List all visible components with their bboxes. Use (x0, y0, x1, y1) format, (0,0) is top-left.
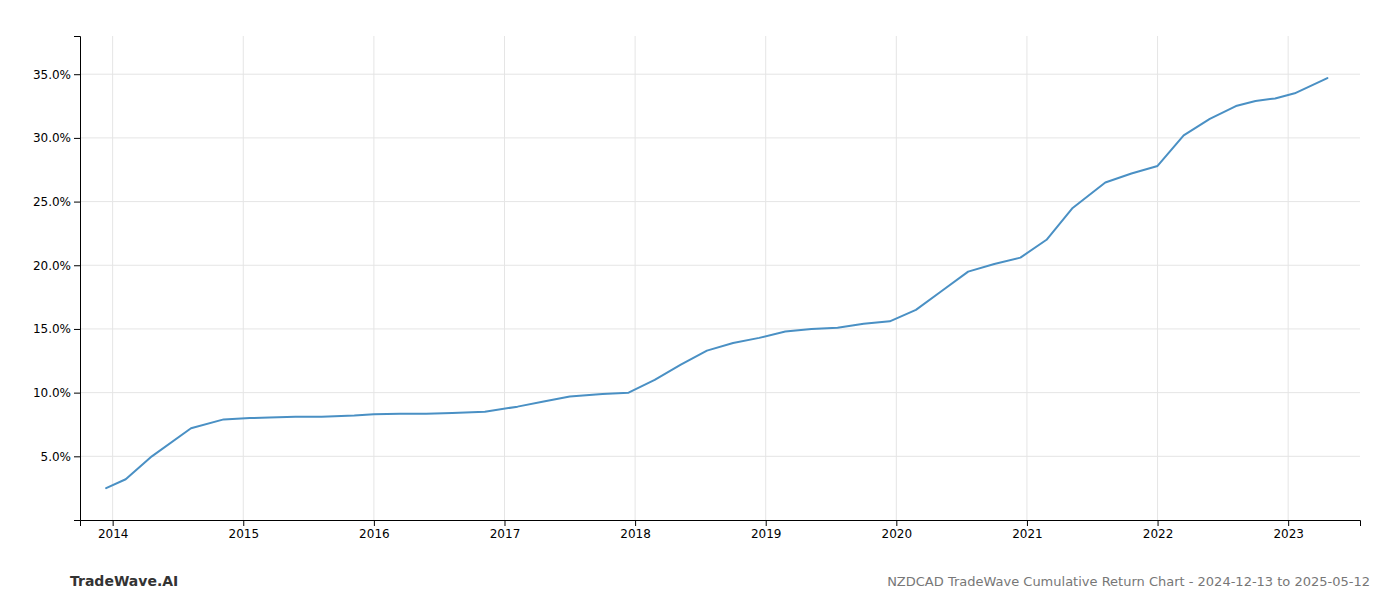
y-tick: 5.0% (41, 450, 81, 464)
x-tick-label: 2019 (751, 527, 782, 541)
y-tick-label: 25.0% (33, 195, 71, 209)
x-tick-mark (1158, 520, 1159, 526)
grid-line-y (80, 137, 1360, 138)
x-tick-label: 2023 (1273, 527, 1304, 541)
grid-line-x (243, 36, 244, 520)
grid-line-x (373, 36, 374, 520)
x-tick: 2016 (359, 520, 390, 541)
chart: 2014 2015 2016 2017 2018 2019 2020 2021 2022 2023… (0, 0, 1400, 600)
x-tick: 2020 (882, 520, 913, 541)
x-tick-mark (635, 520, 636, 526)
x-tick: 2017 (490, 520, 521, 541)
x-tick-label: 2014 (98, 527, 129, 541)
x-tick-mark (374, 520, 375, 526)
x-tick: 2018 (620, 520, 651, 541)
grid-line-y (80, 392, 1360, 393)
x-tick: 2015 (228, 520, 259, 541)
watermark: TradeWave.AI (70, 573, 178, 589)
y-axis-line (74, 37, 81, 521)
y-tick-mark (74, 74, 80, 75)
grid-line-x (765, 36, 766, 520)
grid-line-y (80, 328, 1360, 329)
x-tick-mark (504, 520, 505, 526)
y-tick-mark (74, 329, 80, 330)
marks (106, 78, 1327, 488)
x-axis-line (81, 521, 1361, 527)
grid-line-y (80, 201, 1360, 202)
x-tick-label: 2021 (1012, 527, 1043, 541)
grid-line-y (80, 456, 1360, 457)
y-tick: 10.0% (33, 386, 80, 400)
grid-line-x (504, 36, 505, 520)
y-tick: 20.0% (33, 259, 80, 273)
y-tick-mark (74, 265, 80, 266)
y-tick-mark (74, 138, 80, 139)
grid-line-x (896, 36, 897, 520)
texts: TradeWave.AI NZDCAD TradeWave Cumulative … (70, 573, 1370, 589)
x-tick: 2023 (1273, 520, 1304, 541)
y-tick: 30.0% (33, 131, 80, 145)
y-tick-label: 15.0% (33, 322, 71, 336)
x-tick-label: 2022 (1143, 527, 1174, 541)
line (106, 78, 1327, 488)
y-tick-label: 35.0% (33, 68, 71, 82)
x-tick-mark (896, 520, 897, 526)
grid (80, 36, 1360, 520)
grid-line-x (1026, 36, 1027, 520)
plot-area: 2014 2015 2016 2017 2018 2019 2020 2021 2022 2023… (33, 36, 1361, 541)
title: NZDCAD TradeWave Cumulative Return Chart… (887, 574, 1370, 589)
x-tick-label: 2017 (490, 527, 521, 541)
y-tick-mark (74, 456, 80, 457)
x-tick: 2022 (1143, 520, 1174, 541)
x-tick-mark (243, 520, 244, 526)
x-tick-label: 2018 (620, 527, 651, 541)
x-tick-label: 2016 (359, 527, 390, 541)
x-tick-label: 2020 (882, 527, 913, 541)
y-tick-mark (74, 202, 80, 203)
grid-line-y (80, 265, 1360, 266)
grid-line-x (1288, 36, 1289, 520)
y-tick-label: 10.0% (33, 386, 71, 400)
grid-line-x (112, 36, 113, 520)
x-tick-mark (113, 520, 114, 526)
x-tick-mark (1027, 520, 1028, 526)
y-axis: 5.0% 10.0% 15.0% 20.0% 25.0% 30.0% 35.0% (33, 37, 81, 521)
y-tick-label: 30.0% (33, 131, 71, 145)
y-tick: 35.0% (33, 68, 80, 82)
y-tick-mark (74, 393, 80, 394)
x-tick-label: 2015 (228, 527, 259, 541)
x-tick-mark (766, 520, 767, 526)
y-tick-label: 20.0% (33, 259, 71, 273)
x-tick: 2019 (751, 520, 782, 541)
x-axis: 2014 2015 2016 2017 2018 2019 2020 2021 2022 2023 (81, 520, 1361, 541)
y-tick-label: 5.0% (41, 450, 72, 464)
grid-line-x (635, 36, 636, 520)
x-tick: 2021 (1012, 520, 1043, 541)
grid-line-x (1157, 36, 1158, 520)
x-tick-mark (1288, 520, 1289, 526)
x-tick: 2014 (98, 520, 129, 541)
y-tick: 15.0% (33, 322, 80, 336)
grid-line-y (80, 74, 1360, 75)
y-tick: 25.0% (33, 195, 80, 209)
